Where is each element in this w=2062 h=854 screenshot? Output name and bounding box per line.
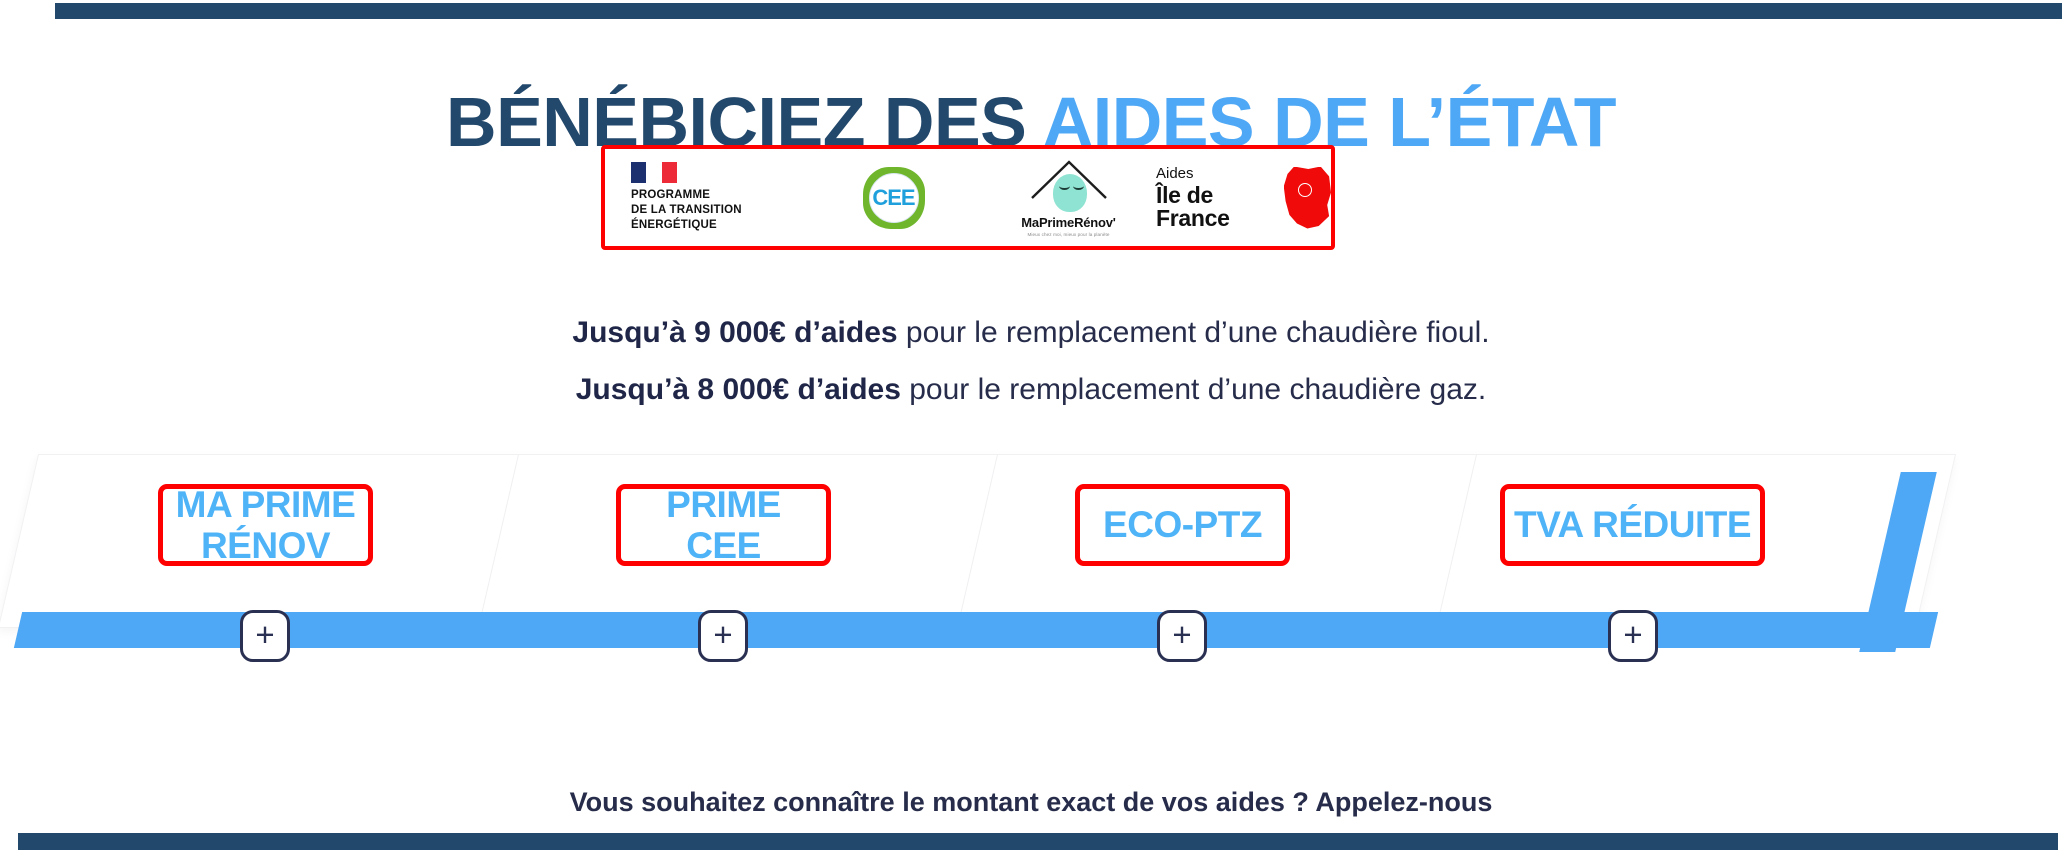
logo-programme-line1: PROGRAMME: [631, 189, 711, 202]
aid-amount-fioul-strong: Jusqu’à 9 000€ d’aides: [572, 316, 898, 349]
plus-icon: +: [713, 615, 733, 653]
aid-amount-gaz-strong: Jusqu’à 8 000€ d’aides: [575, 373, 901, 406]
french-flag-icon: [631, 162, 677, 184]
bottom-rule: [18, 833, 2058, 850]
aid-card-prime-cee[interactable]: PRIME CEE: [616, 484, 831, 566]
logo-programme-line3: ÉNERGÉTIQUE: [631, 218, 717, 231]
idf-label-big: Île de France: [1156, 181, 1230, 231]
logo-banner: PROGRAMME DE LA TRANSITION ÉNERGÉTIQUE C…: [601, 145, 1335, 250]
aid-card-eco-ptz-label: ECO-PTZ: [1103, 504, 1262, 546]
aid-expand-tva-reduite[interactable]: +: [1608, 610, 1658, 662]
aid-expand-ma-prime-renov[interactable]: +: [240, 610, 290, 662]
plus-icon: +: [255, 615, 275, 653]
aid-amount-fioul-rest: pour le remplacement d’une chaudière fio…: [897, 316, 1490, 349]
page-title: BÉNÉBICIEZ DES AIDES DE L’ÉTAT: [0, 87, 2062, 157]
aid-card-tva-reduite[interactable]: TVA RÉDUITE: [1500, 484, 1765, 566]
cee-badge-icon: CEE: [862, 166, 925, 229]
aid-expand-eco-ptz[interactable]: +: [1157, 610, 1207, 662]
call-to-action-text: Vous souhaitez connaître le montant exac…: [569, 787, 1493, 817]
aid-expand-prime-cee[interactable]: +: [698, 610, 748, 662]
aid-card-prime-cee-label: PRIME CEE: [666, 483, 781, 566]
aids-band: MA PRIME RÉNOV + PRIME CEE + ECO-PTZ + TVA…: [0, 440, 2062, 662]
cee-label: CEE: [872, 184, 915, 210]
logo-programme-line2: DE LA TRANSITION: [631, 204, 742, 217]
logo-cee: CEE: [806, 149, 981, 246]
aid-card-ma-prime-renov[interactable]: MA PRIME RÉNOV: [158, 484, 373, 566]
plus-icon: +: [1172, 615, 1192, 653]
logo-aides-ile-de-france: Aides Île de France: [1156, 149, 1331, 246]
aid-amount-gaz-rest: pour le remplacement d’une chaudière gaz…: [900, 373, 1487, 406]
top-rule: [55, 3, 2062, 19]
aid-amount-fioul: Jusqu’à 9 000€ d’aides pour le remplacem…: [0, 316, 2062, 350]
logo-programme-transition-energetique: PROGRAMME DE LA TRANSITION ÉNERGÉTIQUE: [605, 149, 806, 246]
logo-programme-text: PROGRAMME DE LA TRANSITION ÉNERGÉTIQUE: [631, 188, 742, 232]
plus-icon: +: [1623, 615, 1643, 653]
roof-icon: [1030, 160, 1107, 199]
logo-maprimerenov: MaPrimeRénov' Mieux chez moi, mieux pour…: [981, 149, 1156, 246]
idf-label-small: Aides: [1156, 164, 1194, 182]
aid-amount-gaz: Jusqu’à 8 000€ d’aides pour le remplacem…: [0, 373, 2062, 407]
maprimerenov-label: MaPrimeRénov': [1021, 215, 1116, 230]
aid-card-ma-prime-renov-label: MA PRIME RÉNOV: [175, 483, 356, 566]
aid-card-eco-ptz[interactable]: ECO-PTZ: [1075, 484, 1290, 566]
ile-de-france-map-icon: [1283, 166, 1331, 229]
maprimerenov-tagline: Mieux chez moi, mieux pour la planète: [1027, 232, 1110, 237]
maprimerenov-house-icon: [1026, 158, 1112, 212]
aid-card-tva-reduite-label: TVA RÉDUITE: [1513, 504, 1752, 546]
